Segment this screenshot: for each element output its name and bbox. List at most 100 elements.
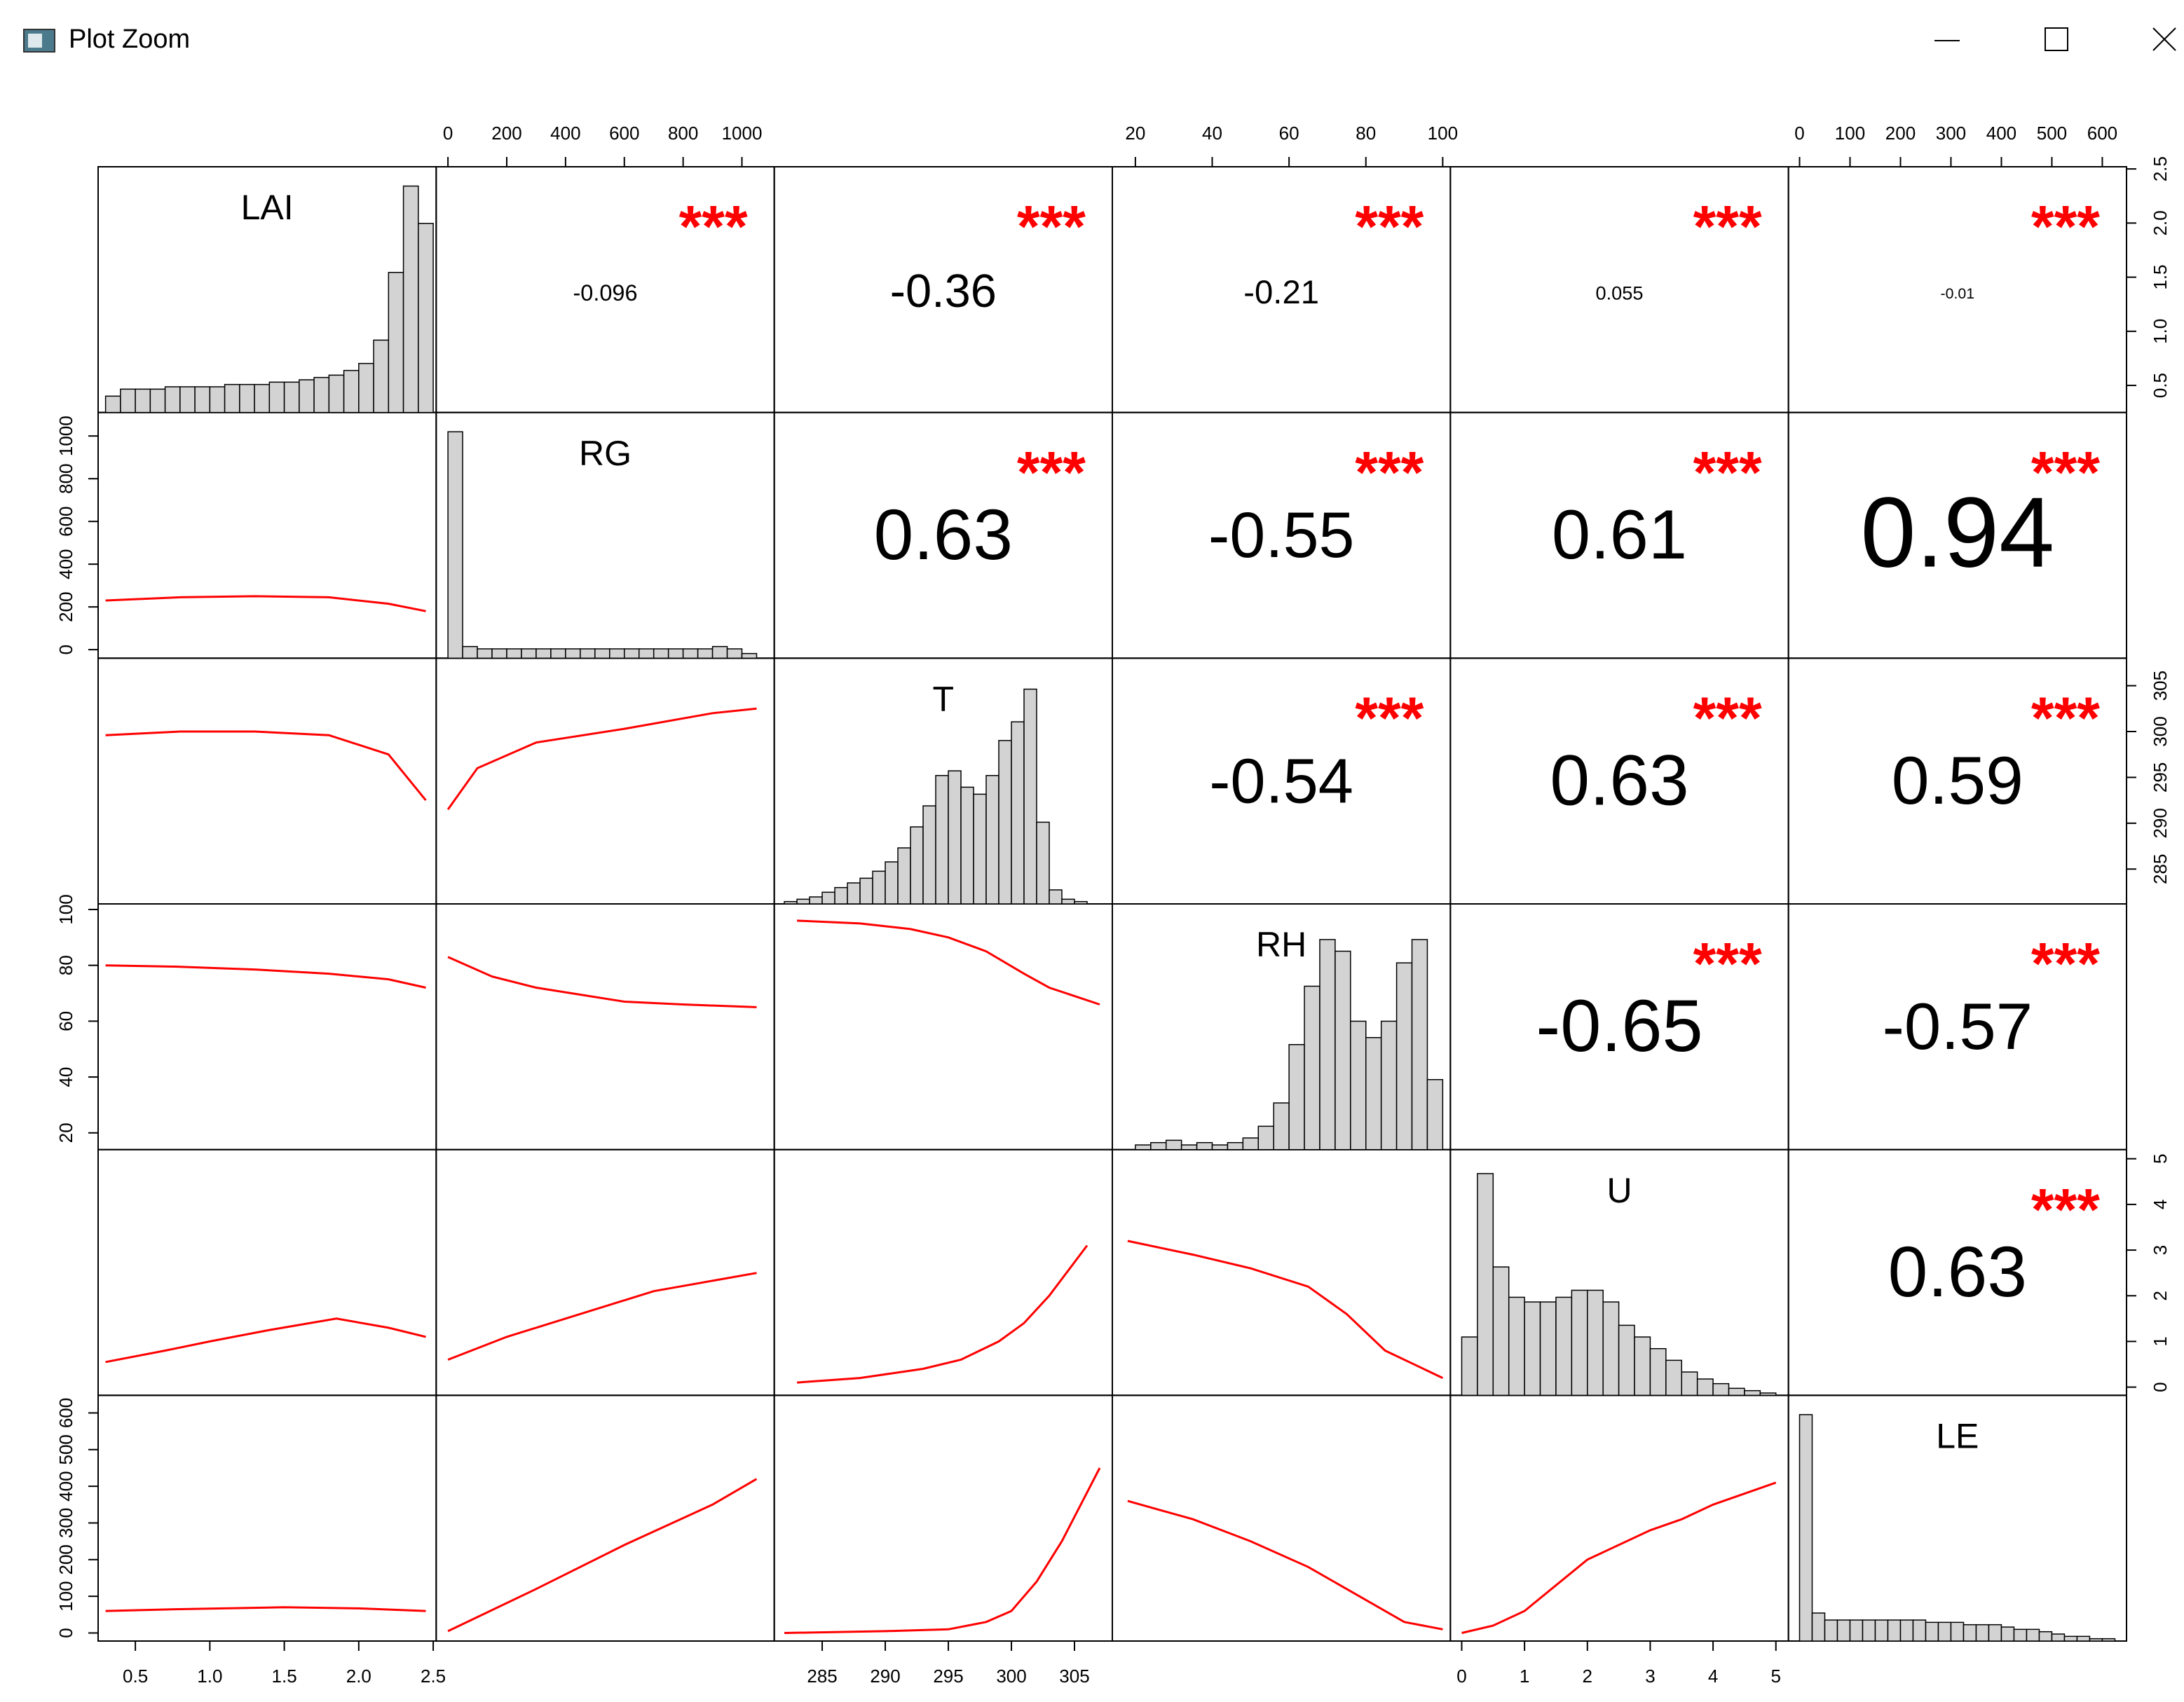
y-tick-label: 200 bbox=[55, 591, 76, 622]
y-tick-label: 100 bbox=[55, 894, 76, 924]
histogram-bar bbox=[1912, 1619, 1927, 1642]
histogram-bar bbox=[910, 826, 924, 905]
histogram-bar bbox=[948, 770, 962, 905]
histogram-bar bbox=[1988, 1624, 2002, 1642]
histogram-bar bbox=[1937, 1621, 1952, 1642]
histogram-bar bbox=[1836, 1619, 1851, 1642]
y-tick-label: 0.5 bbox=[2150, 373, 2171, 398]
smooth-line bbox=[105, 964, 426, 989]
app-icon-inner bbox=[28, 34, 42, 48]
histogram-bar bbox=[1799, 1414, 1813, 1642]
significance-stars: *** bbox=[679, 193, 748, 259]
histogram-bar bbox=[922, 805, 936, 905]
histogram-bar bbox=[580, 648, 596, 659]
x-tick-label: 1000 bbox=[722, 123, 763, 144]
histogram-bar bbox=[179, 386, 196, 413]
histogram-bar bbox=[1211, 1144, 1229, 1151]
y-tick-label: 500 bbox=[55, 1434, 76, 1464]
histogram-bar bbox=[1227, 1141, 1244, 1151]
x-tick-label: 290 bbox=[870, 1666, 900, 1687]
y-tick-label: 1.5 bbox=[2150, 264, 2171, 289]
significance-stars: *** bbox=[1693, 931, 1762, 996]
histogram-bar bbox=[149, 388, 166, 413]
correlation-value: -0.21 bbox=[1243, 274, 1319, 311]
histogram-bar bbox=[2051, 1633, 2066, 1642]
histogram-bar bbox=[1288, 1044, 1305, 1151]
x-tick-label: 2.0 bbox=[346, 1666, 371, 1687]
histogram-bar bbox=[741, 652, 758, 659]
histogram-bar bbox=[402, 185, 419, 413]
histogram-bar bbox=[897, 847, 911, 905]
histogram-bar bbox=[726, 648, 743, 659]
correlation-value: -0.36 bbox=[890, 266, 997, 317]
histogram-bar bbox=[1618, 1324, 1635, 1396]
histogram-bar bbox=[1634, 1336, 1651, 1396]
y-tick-label: 2.5 bbox=[2150, 156, 2171, 181]
histogram-bar bbox=[2063, 1635, 2078, 1642]
histogram-bar bbox=[809, 896, 823, 905]
histogram-bar bbox=[935, 775, 949, 905]
correlation-value: 0.63 bbox=[1550, 741, 1688, 821]
close-button[interactable] bbox=[2152, 27, 2176, 51]
histogram-bar bbox=[1539, 1301, 1557, 1396]
histogram-bar bbox=[1380, 1020, 1398, 1151]
histogram-bar bbox=[2076, 1635, 2091, 1642]
significance-stars: *** bbox=[1355, 439, 1424, 505]
y-tick-label: 1 bbox=[2150, 1336, 2171, 1346]
histogram-bar bbox=[462, 645, 478, 659]
histogram-bar bbox=[847, 882, 861, 905]
histogram-bar bbox=[1950, 1621, 1965, 1642]
histogram-bar bbox=[1665, 1359, 1683, 1396]
histogram-bar bbox=[1135, 1144, 1152, 1151]
x-tick-label: 600 bbox=[2087, 123, 2117, 144]
y-tick-label: 2 bbox=[2150, 1291, 2171, 1300]
significance-stars: *** bbox=[2031, 193, 2100, 259]
y-tick-label: 3 bbox=[2150, 1245, 2171, 1255]
histogram-bar bbox=[447, 431, 463, 659]
histogram-bar bbox=[1395, 962, 1413, 1151]
histogram-bar bbox=[624, 648, 640, 659]
y-tick-label: 400 bbox=[55, 1471, 76, 1501]
variable-name: RH bbox=[1256, 925, 1306, 964]
smooth-line bbox=[1127, 1499, 1443, 1631]
variable-name: RG bbox=[579, 434, 632, 473]
y-tick-label: 290 bbox=[2150, 808, 2171, 838]
correlation-value: 0.61 bbox=[1552, 496, 1687, 574]
correlation-value: -0.55 bbox=[1208, 500, 1355, 571]
x-tick-label: 400 bbox=[550, 123, 580, 144]
histogram-bar bbox=[1524, 1301, 1541, 1396]
histogram-bar bbox=[1874, 1619, 1889, 1642]
y-tick-label: 0 bbox=[55, 645, 76, 654]
histogram-bar bbox=[885, 861, 899, 905]
histogram-bar bbox=[388, 272, 404, 413]
histogram-bar bbox=[2000, 1626, 2015, 1642]
y-tick-label: 20 bbox=[55, 1123, 76, 1143]
histogram-bar bbox=[1257, 1125, 1274, 1151]
x-tick-label: 300 bbox=[1936, 123, 1966, 144]
histogram-bar bbox=[343, 369, 360, 413]
histogram-bar bbox=[164, 386, 181, 413]
histogram-bar bbox=[135, 388, 151, 413]
significance-stars: *** bbox=[2031, 931, 2100, 996]
smooth-line bbox=[797, 919, 1100, 1006]
histogram-bar bbox=[209, 386, 226, 413]
correlation-value: -0.01 bbox=[1941, 285, 1975, 302]
significance-stars: *** bbox=[1693, 193, 1762, 259]
histogram-bar bbox=[1862, 1619, 1876, 1642]
x-tick-label: 60 bbox=[1279, 123, 1299, 144]
maximize-button[interactable] bbox=[2045, 27, 2068, 51]
smooth-line bbox=[105, 595, 426, 612]
y-tick-label: 295 bbox=[2150, 762, 2171, 792]
x-tick-label: 100 bbox=[1428, 123, 1458, 144]
x-tick-label: 0 bbox=[443, 123, 453, 144]
significance-stars: *** bbox=[2031, 1176, 2100, 1242]
y-tick-label: 1000 bbox=[55, 416, 76, 456]
smooth-line bbox=[1461, 1481, 1777, 1634]
histogram-bar bbox=[358, 362, 374, 413]
histogram-bar bbox=[299, 379, 315, 413]
histogram-bar bbox=[1049, 889, 1063, 905]
histogram-bar bbox=[1811, 1612, 1826, 1642]
y-tick-label: 300 bbox=[2150, 716, 2171, 746]
histogram-bar bbox=[1011, 721, 1025, 905]
